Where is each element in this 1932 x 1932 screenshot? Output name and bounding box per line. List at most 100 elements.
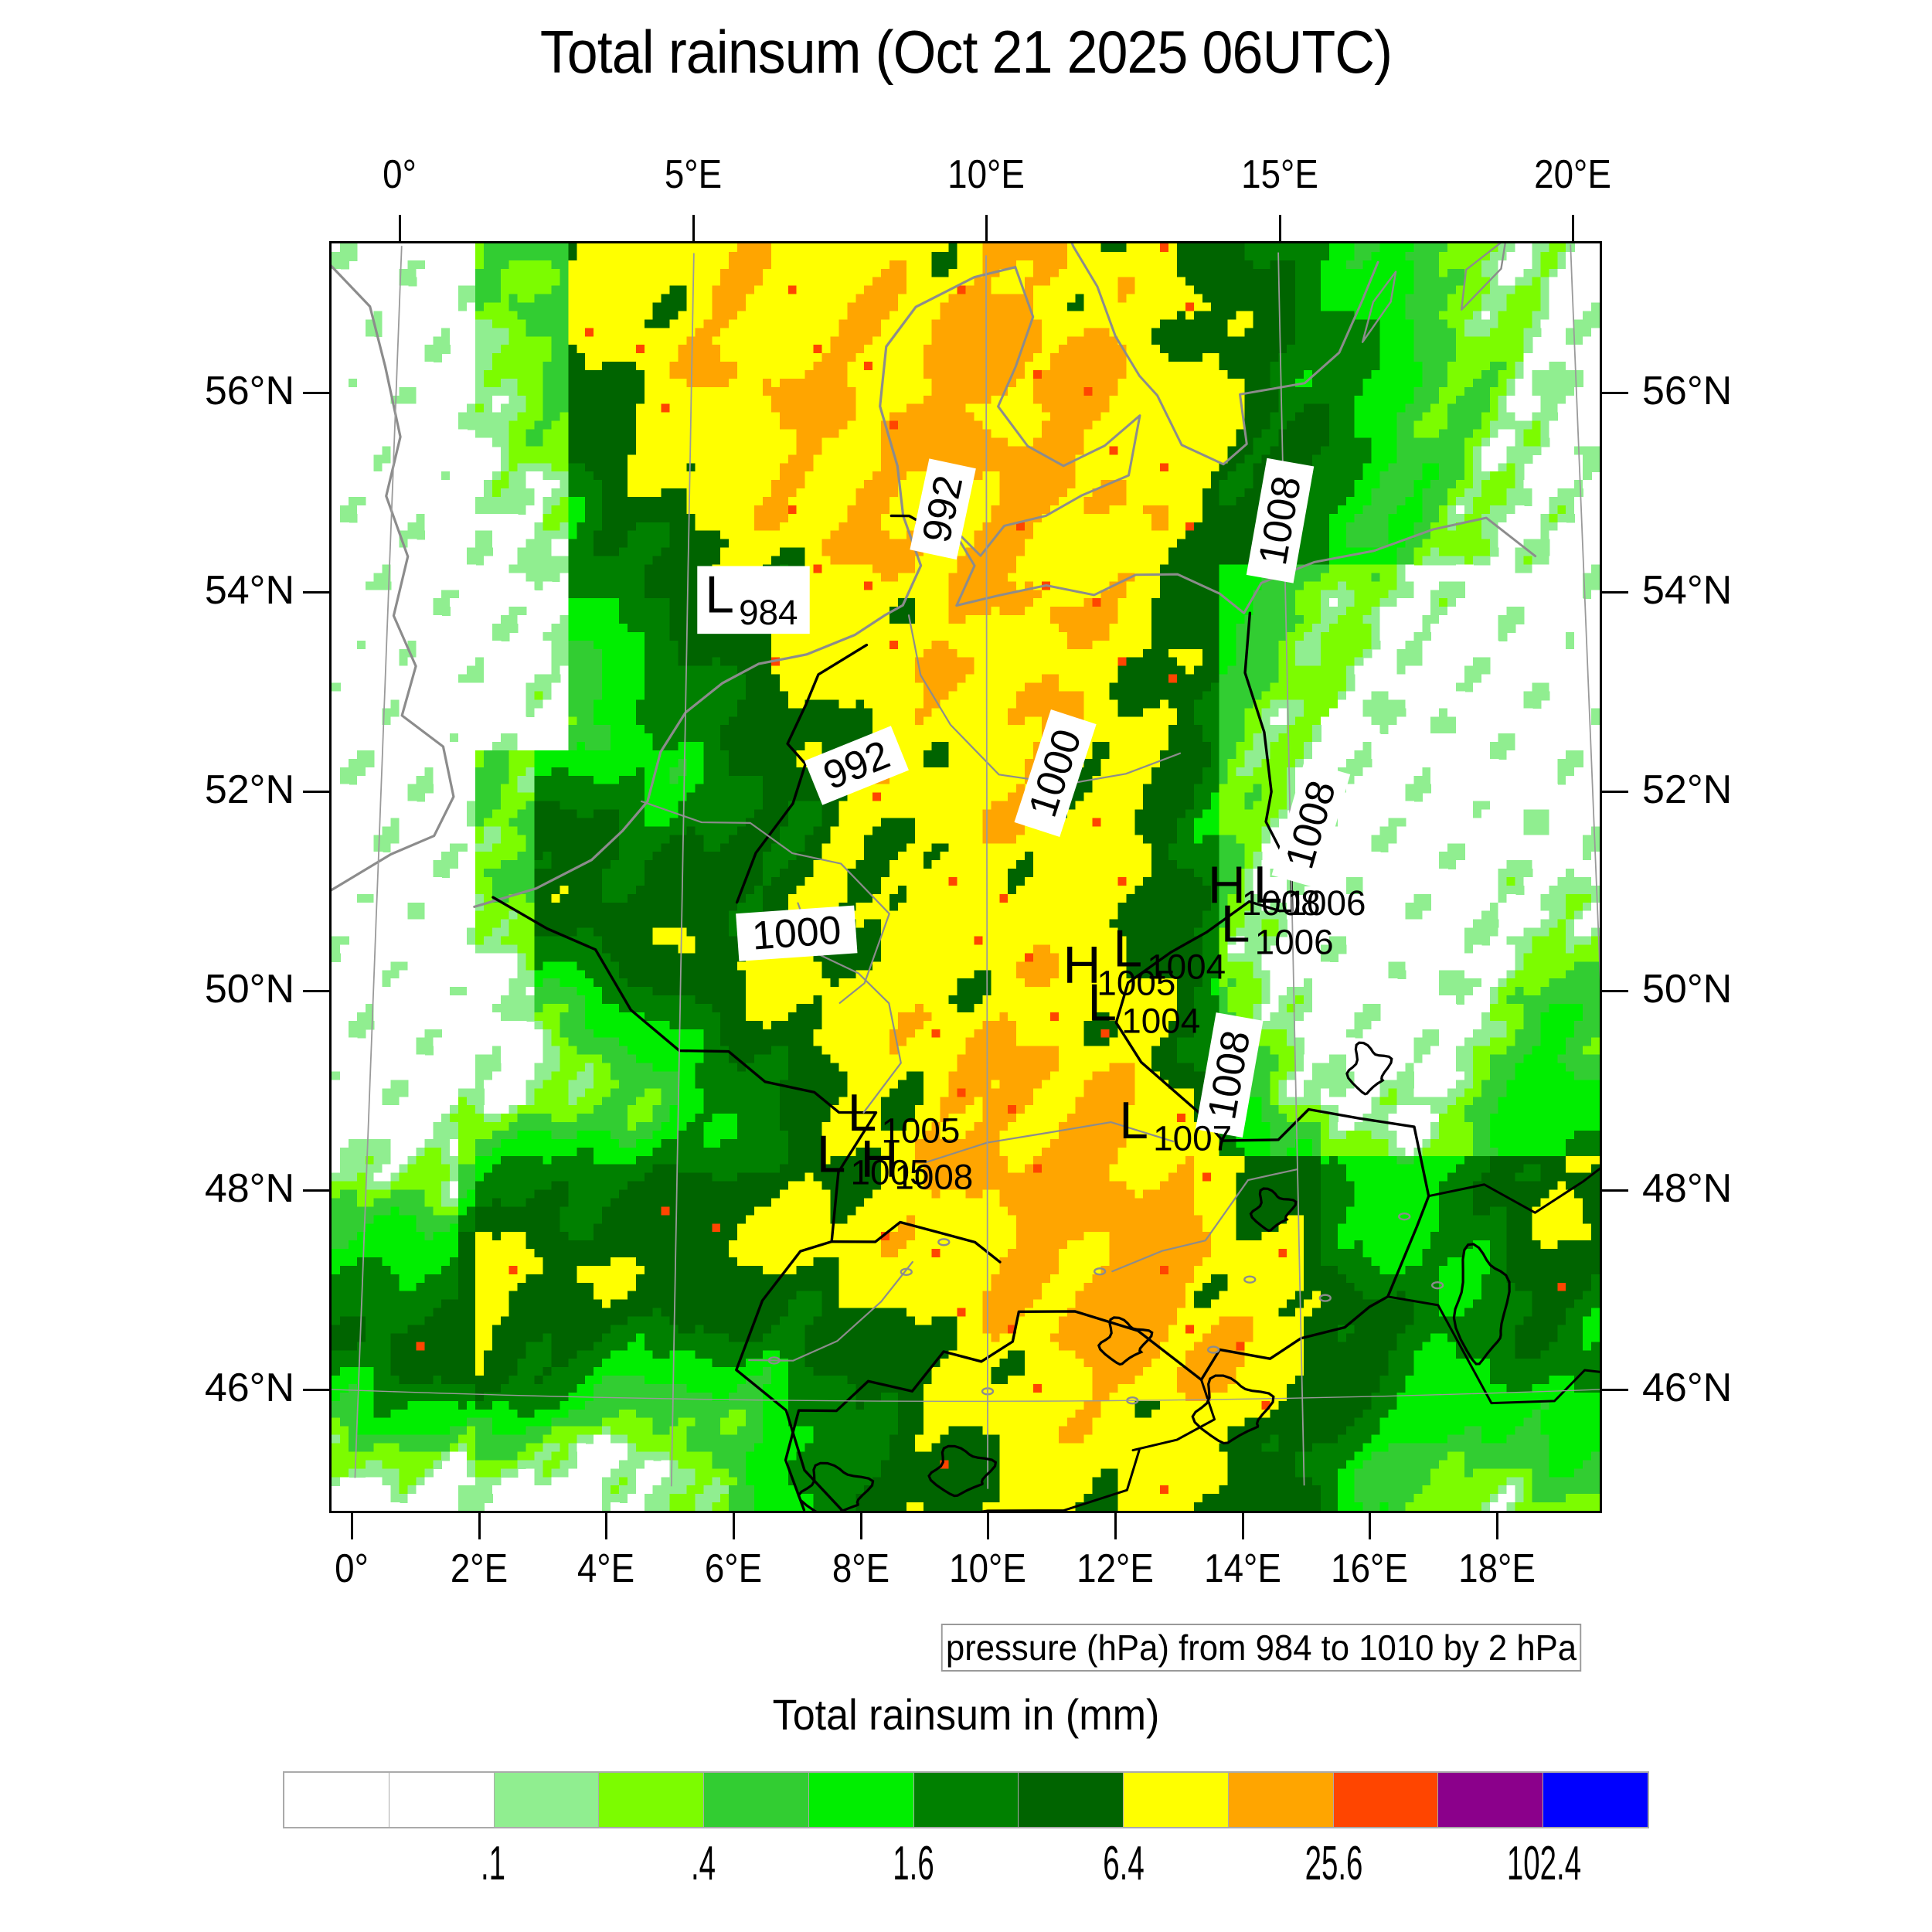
coastline-layer (332, 243, 1600, 1511)
right-axis-label-0: 56°N (1642, 369, 1733, 414)
colorbar-label-0: .1 (480, 1837, 506, 1890)
right-axis-label-4: 48°N (1642, 1165, 1733, 1211)
contour-label-4: 1008 (1246, 457, 1315, 583)
bottom-axis-tick-2 (605, 1513, 608, 1539)
bottom-axis-tick-4 (859, 1513, 862, 1539)
right-axis-label-1: 54°N (1642, 568, 1733, 614)
pressure-system-type-3: L (1221, 896, 1250, 954)
bottom-axis-label-6: 12°E (1077, 1546, 1154, 1591)
bottom-axis-tick-8 (1369, 1513, 1372, 1539)
pressure-system-bg-0 (697, 566, 810, 634)
pressure-system-l-7: L 1005 (848, 1084, 961, 1151)
pressure-system-type-7: L (848, 1084, 877, 1142)
pressure-system-type-2: L (1253, 856, 1283, 914)
pressure-caption-text: pressure (hPa) from 984 to 1010 by 2 hPa (945, 1628, 1577, 1668)
top-axis-label-4: 20°E (1534, 152, 1611, 197)
colorbar-cell-0[interactable] (284, 1773, 389, 1827)
colorbar[interactable] (283, 1771, 1649, 1828)
contour-label-3: 1000 (736, 905, 858, 961)
bottom-axis-tick-7 (1241, 1513, 1244, 1539)
colorbar-cell-1[interactable] (389, 1773, 495, 1827)
pressure-system-type-9: L (817, 1126, 846, 1184)
bottom-axis-tick-6 (1114, 1513, 1117, 1539)
page-title: Total rainsum (Oct 21 2025 06UTC) (539, 18, 1393, 86)
colorbar-cell-4[interactable] (704, 1773, 809, 1827)
left-axis-label-4: 48°N (204, 1165, 294, 1211)
contour-label-bg-6 (1196, 1012, 1264, 1138)
bottom-axis-label-3: 6°E (704, 1546, 763, 1591)
contour-label-text-3: 1000 (750, 907, 842, 958)
pressure-system-l-8: L 1007 (1119, 1092, 1232, 1158)
map-plot-area[interactable]: 992 992 1000 1000 1008 1008 1008 L 984 H 1008 L 100… (329, 241, 1602, 1513)
colorbar-cell-9[interactable] (1228, 1773, 1334, 1827)
colorbar-cell-12[interactable] (1543, 1773, 1648, 1827)
contour-label-bg-0 (910, 458, 976, 560)
colorbar-cell-8[interactable] (1124, 1773, 1229, 1827)
colorbar-cell-3[interactable] (599, 1773, 705, 1827)
right-axis-tick-0 (1602, 392, 1628, 395)
contour-label-bg-4 (1246, 457, 1315, 583)
top-axis-tick-0 (399, 215, 402, 241)
bottom-axis-label-2: 4°E (577, 1546, 635, 1591)
pressure-system-l-3: L 1006 (1221, 896, 1334, 962)
contour-label-bg-3 (736, 905, 858, 961)
bottom-axis-label-8: 16°E (1331, 1546, 1409, 1591)
pressure-system-value-6: 1004 (1121, 1001, 1200, 1040)
right-axis-tick-2 (1602, 791, 1628, 794)
pressure-system-value-2: 1006 (1287, 883, 1366, 923)
colorbar-cell-2[interactable] (494, 1773, 600, 1827)
pressure-system-l-4: L 1004 (1113, 920, 1226, 987)
pressure-system-type-5: H (1063, 937, 1101, 995)
bottom-axis-tick-5 (987, 1513, 990, 1539)
colorbar-cell-10[interactable] (1333, 1773, 1439, 1827)
bottom-axis-label-0: 0° (334, 1546, 369, 1591)
bottom-axis-tick-9 (1496, 1513, 1499, 1539)
pressure-system-value-0: 984 (739, 593, 798, 632)
left-axis-label-0: 56°N (204, 369, 294, 414)
colorbar-cell-6[interactable] (913, 1773, 1019, 1827)
colorbar-cell-7[interactable] (1019, 1773, 1124, 1827)
right-axis-tick-3 (1602, 989, 1628, 992)
top-axis-tick-3 (1278, 215, 1281, 241)
colorbar-cell-5[interactable] (808, 1773, 914, 1827)
colorbar-label-1: .4 (690, 1837, 716, 1890)
pressure-caption: pressure (hPa) from 984 to 1010 by 2 hPa (940, 1624, 1582, 1672)
pressure-system-type-6: L (1087, 974, 1117, 1032)
top-axis-tick-2 (985, 215, 988, 241)
left-axis-label-1: 54°N (204, 568, 294, 614)
bottom-axis-tick-0 (350, 1513, 353, 1539)
top-axis-label-2: 10°E (947, 152, 1025, 197)
left-axis-label-3: 50°N (204, 966, 294, 1012)
pressure-system-value-9: 1005 (851, 1153, 930, 1192)
pressure-system-type-0: L (705, 566, 734, 624)
bottom-axis-tick-3 (732, 1513, 735, 1539)
contour-label-0: 992 (910, 458, 976, 560)
pressure-system-type-1: H (1208, 856, 1246, 914)
left-axis-tick-4 (303, 1189, 329, 1192)
bottom-axis-tick-1 (478, 1513, 481, 1539)
left-axis-label-2: 52°N (204, 767, 294, 813)
colorbar-label-2: 1.6 (893, 1837, 934, 1890)
pressure-system-value-8: 1007 (1153, 1119, 1232, 1158)
left-axis-tick-1 (303, 591, 329, 594)
pressure-system-l-6: L 1004 (1087, 974, 1200, 1040)
pressure-system-l-2: L 1006 (1253, 856, 1366, 923)
left-axis-tick-5 (303, 1388, 329, 1391)
right-axis-label-3: 50°N (1642, 966, 1733, 1012)
right-axis-tick-5 (1602, 1388, 1628, 1391)
left-axis-label-5: 46°N (204, 1365, 294, 1410)
left-axis-tick-2 (303, 791, 329, 794)
colorbar-cell-11[interactable] (1438, 1773, 1544, 1827)
colorbar-labels: .1 .4 1.6 6.4 25.6 102.4 (283, 1836, 1649, 1906)
top-axis-tick-4 (1572, 215, 1575, 241)
pressure-system-value-3: 1006 (1255, 923, 1334, 962)
bottom-axis-label-7: 14°E (1203, 1546, 1281, 1591)
right-axis-label-5: 46°N (1642, 1365, 1733, 1410)
left-axis-tick-0 (303, 392, 329, 395)
colorbar-title: Total rainsum in (mm) (772, 1690, 1160, 1739)
